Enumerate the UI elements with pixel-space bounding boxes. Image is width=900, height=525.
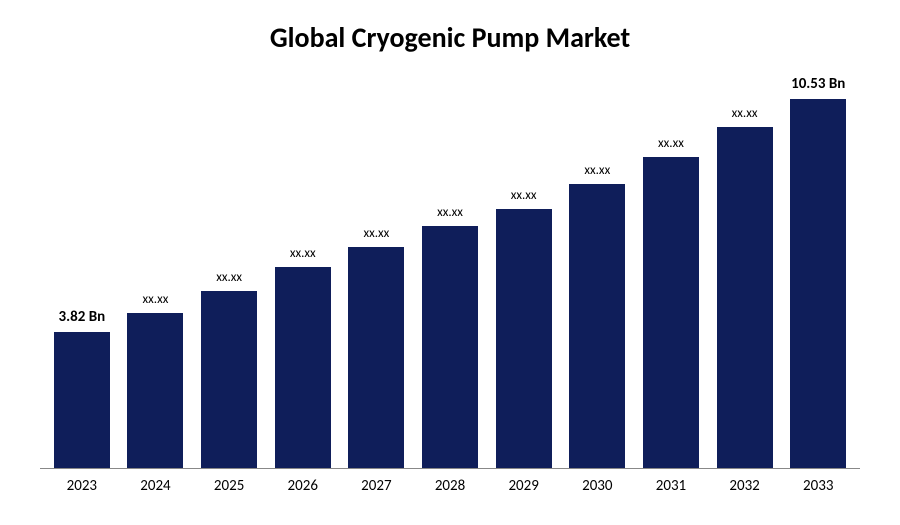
- bar: [643, 157, 699, 468]
- bar: [717, 127, 773, 468]
- bar-group: xx.xx: [634, 75, 708, 468]
- bar-value-label: 3.82 Bn: [58, 308, 105, 326]
- bar-value-label: xx.xx: [658, 136, 684, 151]
- bar-group: 3.82 Bn: [45, 75, 119, 468]
- bar: [54, 332, 110, 468]
- x-axis-tick: 2031: [634, 477, 708, 495]
- bar: [790, 99, 846, 468]
- bar: [201, 291, 257, 468]
- chart-title: Global Cryogenic Pump Market: [40, 20, 860, 55]
- x-axis-tick: 2027: [340, 477, 414, 495]
- bar-group: 10.53 Bn: [781, 75, 855, 468]
- x-axis-tick: 2023: [45, 477, 119, 495]
- x-axis-tick: 2033: [781, 477, 855, 495]
- bar-group: xx.xx: [266, 75, 340, 468]
- bar-value-label: xx.xx: [290, 246, 316, 261]
- x-axis-tick: 2028: [413, 477, 487, 495]
- x-axis-tick: 2026: [266, 477, 340, 495]
- bar-value-label: 10.53 Bn: [791, 75, 845, 93]
- x-axis-tick: 2025: [192, 477, 266, 495]
- bar-group: xx.xx: [119, 75, 193, 468]
- bar-value-label: xx.xx: [363, 226, 389, 241]
- bar-value-label: xx.xx: [143, 292, 169, 307]
- bar-group: xx.xx: [413, 75, 487, 468]
- bar: [127, 313, 183, 468]
- bar-group: xx.xx: [192, 75, 266, 468]
- bar: [275, 267, 331, 468]
- bar-value-label: xx.xx: [216, 270, 242, 285]
- chart-container: Global Cryogenic Pump Market 3.82 Bn xx.x…: [0, 0, 900, 525]
- bar: [569, 184, 625, 468]
- bar-group: xx.xx: [487, 75, 561, 468]
- bar-group: xx.xx: [340, 75, 414, 468]
- bar-group: xx.xx: [708, 75, 782, 468]
- bar: [496, 209, 552, 468]
- x-axis-tick: 2029: [487, 477, 561, 495]
- bar-group: xx.xx: [560, 75, 634, 468]
- x-axis-tick: 2024: [119, 477, 193, 495]
- bar: [422, 226, 478, 468]
- bar-value-label: xx.xx: [732, 106, 758, 121]
- x-axis-tick: 2030: [560, 477, 634, 495]
- x-axis: 2023202420252026202720282029203020312032…: [40, 469, 860, 495]
- plot-area: 3.82 Bn xx.xx xx.xx xx.xx xx.xx xx.xx xx.xx xx.…: [40, 75, 860, 469]
- bar-value-label: xx.xx: [437, 205, 463, 220]
- bar-value-label: xx.xx: [584, 163, 610, 178]
- x-axis-tick: 2032: [708, 477, 782, 495]
- bar-value-label: xx.xx: [511, 188, 537, 203]
- bar: [348, 247, 404, 468]
